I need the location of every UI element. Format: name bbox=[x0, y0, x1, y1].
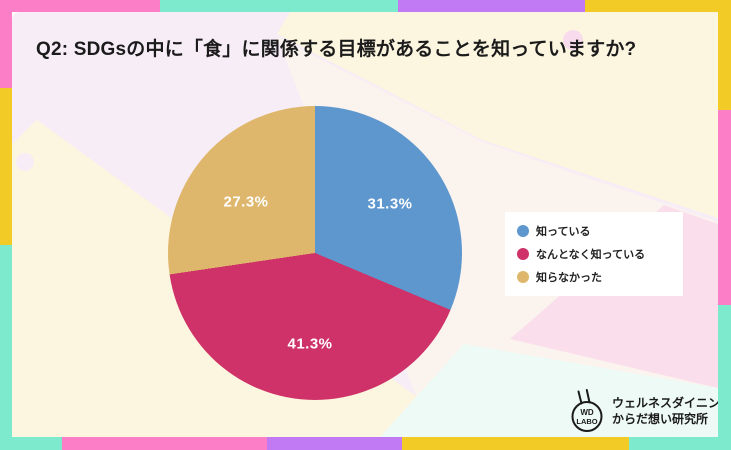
flask-badge-bottom: LABO bbox=[576, 417, 597, 426]
question-title: Q2: SDGsの中に「食」に関係する目標があることを知っていますか? bbox=[36, 39, 637, 60]
flask-icon: WD LABO bbox=[571, 389, 603, 432]
frame-segment bbox=[402, 437, 629, 450]
frame-segment bbox=[718, 305, 731, 437]
chart-legend: 知っている なんとなく知っている 知らなかった bbox=[505, 212, 683, 296]
legend-label: 知らなかった bbox=[536, 272, 602, 284]
frame-segment bbox=[0, 245, 12, 437]
legend-item: 知っている bbox=[517, 223, 683, 239]
slice-value-label: 31.3% bbox=[367, 195, 413, 213]
org-name-line2: からだ想い研究所 bbox=[612, 412, 709, 426]
frame-segment bbox=[0, 88, 12, 245]
legend-dot-icon bbox=[517, 225, 529, 237]
frame-segment bbox=[585, 0, 731, 12]
frame-segment bbox=[160, 0, 398, 12]
legend-dot-icon bbox=[517, 248, 529, 260]
frame-segment bbox=[0, 437, 62, 450]
legend-item: 知らなかった bbox=[517, 269, 683, 285]
frame-segment bbox=[718, 12, 731, 110]
frame-segment bbox=[62, 437, 267, 450]
frame-segment bbox=[0, 12, 12, 88]
frame-segment bbox=[267, 437, 402, 450]
legend-dot-icon bbox=[517, 271, 529, 283]
org-name-line1: ウェルネスダイニング bbox=[612, 396, 719, 410]
brand-logo: WD LABO ウェルネスダイニング からだ想い研究所 bbox=[568, 388, 719, 434]
frame-segment bbox=[398, 0, 585, 12]
legend-label: なんとなく知っている bbox=[536, 249, 646, 261]
legend-label: 知っている bbox=[536, 226, 591, 238]
survey-card: Q2: SDGsの中に「食」に関係する目標があることを知っていますか? 31.3… bbox=[12, 12, 719, 438]
flask-badge-top: WD bbox=[580, 408, 594, 417]
legend-item: なんとなく知っている bbox=[517, 246, 683, 262]
slice-value-label: 41.3% bbox=[287, 335, 333, 353]
frame-segment bbox=[629, 437, 731, 450]
frame-segment bbox=[0, 0, 160, 12]
frame-segment bbox=[718, 110, 731, 305]
slice-value-label: 27.3% bbox=[223, 193, 269, 211]
tag-hole bbox=[16, 153, 34, 171]
deco-dot bbox=[563, 30, 583, 50]
pie-chart: 31.3% 41.3% 27.3% bbox=[168, 106, 462, 400]
